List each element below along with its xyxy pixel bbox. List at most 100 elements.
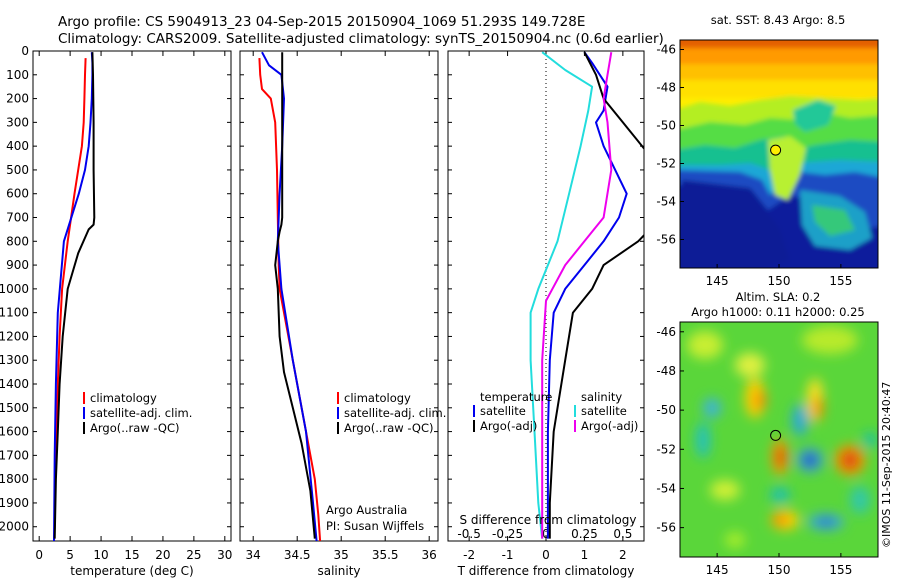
y-tick-label: 700	[6, 211, 29, 225]
x-tick-label: 2	[619, 548, 627, 562]
series-line-climatology	[258, 58, 322, 541]
legend-label-argo: Argo(..raw -QC)	[90, 421, 180, 435]
map-y-tick-label: -50	[656, 403, 676, 417]
x-tick-label: 5	[66, 548, 74, 562]
y-tick-label: 2000	[0, 520, 29, 534]
y-tick-label: 1100	[0, 306, 29, 320]
y-tick-label: 900	[6, 258, 29, 272]
legend-label-t-argo: Argo(-adj)	[480, 419, 537, 433]
legend-title-temperature: temperature	[480, 390, 552, 404]
sla-map-title: Altim. SLA: 0.2	[736, 290, 821, 304]
series-line-salinity-argo-adj	[541, 52, 613, 539]
series-group	[53, 52, 96, 541]
series-line-temperature-argo-adj	[548, 51, 644, 539]
y-tick-label: 1400	[0, 377, 29, 391]
argo-float-marker	[770, 429, 782, 441]
y-tick-label: 200	[6, 92, 29, 106]
temperature-plot: 0 5 10 15 20 25 300100200300400500600700800900…	[0, 44, 232, 562]
sst-map-title: sat. SST: 8.43 Argo: 8.5	[711, 13, 846, 27]
profile-title: Argo profile: CS 5904913_23 04-Sep-2015 …	[58, 14, 585, 30]
map-x-tick-label: 150	[768, 563, 791, 577]
legend-label-s-satellite: satellite	[581, 404, 627, 418]
series-group	[258, 51, 322, 541]
s-difference-tick-label: -0.5	[457, 527, 480, 541]
series-line-satellite-adj-clim	[261, 51, 318, 541]
sla-map-axes: 145 150 155 -46 -48 -50 -52 -54 -56	[656, 325, 852, 577]
map-y-tick-label: -50	[656, 119, 676, 133]
legend-label-climatology: climatology	[90, 391, 157, 405]
y-tick-label: 1300	[0, 353, 29, 367]
map-y-tick-label: -56	[656, 233, 676, 247]
y-tick-label: 1200	[0, 329, 29, 343]
temperature-xlabel: temperature (deg C)	[70, 564, 193, 578]
pi-label: PI: Susan Wijffels	[326, 519, 424, 533]
y-tick-label: 1500	[0, 401, 29, 415]
y-tick-label: 400	[6, 139, 29, 153]
t-difference-xlabel: T difference from climatology	[457, 564, 635, 578]
series-line-argo-raw-qc	[53, 52, 96, 539]
legend-label-t-satellite: satellite	[480, 404, 526, 418]
x-tick-label: 1	[581, 548, 589, 562]
map-y-tick-label: -48	[656, 81, 676, 95]
series-line-argo-raw-qc	[274, 52, 316, 539]
y-tick-label: 100	[6, 68, 29, 82]
y-tick-label: 0	[21, 44, 29, 58]
s-difference-label: S difference from climatology	[460, 513, 637, 527]
map-x-tick-label: 145	[706, 563, 729, 577]
map-y-tick-label: -46	[656, 325, 676, 339]
y-tick-label: 1000	[0, 282, 29, 296]
x-tick-label: 30	[217, 548, 232, 562]
y-tick-label: 500	[6, 163, 29, 177]
y-tick-label: 800	[6, 234, 29, 248]
s-difference-tick-label: 0.25	[571, 527, 598, 541]
legend-label-climatology: climatology	[344, 391, 411, 405]
imos-credit: ©IMOS 11-Sep-2015 20:40:47	[880, 382, 893, 548]
difference-plot: -2 -1 0 1 2 -0.5 -0.25 0 0.25 0.5	[448, 50, 644, 562]
y-tick-label: 300	[6, 115, 29, 129]
sla-field	[687, 326, 877, 548]
salinity-plot-frame	[239, 50, 439, 542]
map-y-tick-label: -56	[656, 521, 676, 535]
x-tick-label: 35	[334, 548, 349, 562]
argo-australia-label: Argo Australia	[326, 503, 407, 517]
sst-map-axes: 145 150 155 -46 -48 -50 -52 -54 -56	[656, 43, 852, 289]
map-y-tick-label: -46	[656, 43, 676, 57]
x-tick-label: 0	[542, 548, 550, 562]
difference-legend: temperature satellite Argo(-adj) salinit…	[473, 390, 638, 433]
map-x-tick-label: 155	[829, 274, 852, 288]
sst-field	[680, 40, 878, 268]
legend-title-salinity: salinity	[581, 390, 622, 404]
series-line-salinity-satellite	[529, 51, 594, 539]
s-difference-tick-label: -0.25	[492, 527, 523, 541]
map-y-tick-label: -52	[656, 442, 676, 456]
map-y-tick-label: -52	[656, 157, 676, 171]
legend-label-satellite: satellite-adj. clim.	[344, 406, 446, 420]
s-difference-tick-label: 0.5	[613, 527, 632, 541]
y-tick-label: 1700	[0, 448, 29, 462]
x-tick-label: -1	[502, 548, 514, 562]
series-line-satellite-adj-clim	[53, 52, 94, 541]
salinity-legend: climatology satellite-adj. clim. Argo(..…	[326, 391, 446, 533]
climatology-subtitle: Climatology: CARS2009. Satellite-adjuste…	[58, 31, 664, 47]
map-y-tick-label: -48	[656, 364, 676, 378]
x-tick-label: 0	[35, 548, 43, 562]
y-tick-label: 1600	[0, 425, 29, 439]
sla-map-subtitle: Argo h1000: 0.11 h2000: 0.25	[691, 305, 864, 319]
argo-float-marker	[770, 144, 782, 156]
map-x-tick-label: 155	[829, 563, 852, 577]
y-tick-label: 600	[6, 187, 29, 201]
x-tick-label: 15	[124, 548, 139, 562]
legend-label-satellite: satellite-adj. clim.	[90, 406, 192, 420]
x-tick-label: 34.5	[284, 548, 311, 562]
legend-label-s-argo: Argo(-adj)	[581, 419, 638, 433]
map-y-tick-label: -54	[656, 195, 676, 209]
map-x-tick-label: 150	[768, 274, 791, 288]
salinity-xlabel: salinity	[317, 564, 360, 578]
s-difference-tick-label: 0	[542, 527, 550, 541]
temperature-legend: climatology satellite-adj. clim. Argo(..…	[83, 391, 192, 435]
legend-label-argo: Argo(..raw -QC)	[344, 421, 434, 435]
y-tick-label: 1800	[0, 472, 29, 486]
salinity-plot: 34 34.5 35 35.5 36	[240, 50, 438, 562]
x-tick-label: 36	[422, 548, 437, 562]
